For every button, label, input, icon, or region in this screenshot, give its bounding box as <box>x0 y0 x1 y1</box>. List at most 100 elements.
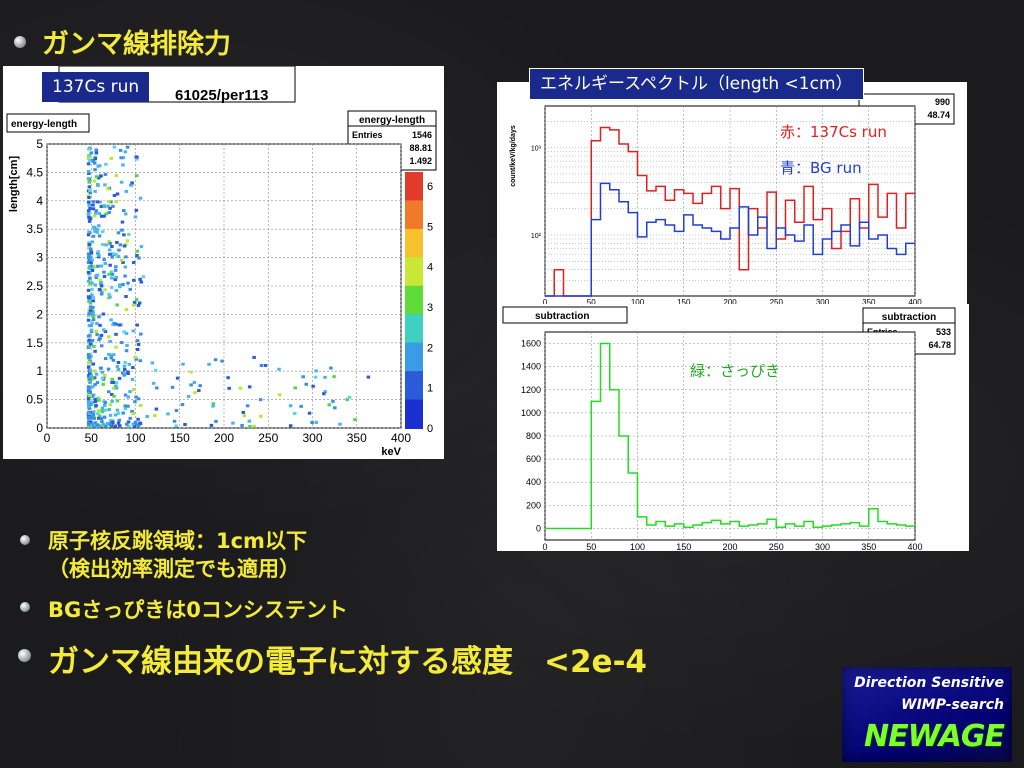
bullet-3: ガンマ線由来の電子に対する感度 <2e-4 <box>48 644 648 680</box>
heat-stats-value: 1.492 <box>409 156 432 166</box>
bullet-2: BGさっぴきは0コンシステント <box>48 598 348 622</box>
sub-ytick: 0 <box>536 523 541 533</box>
logo-line3: NEWAGE <box>864 719 1005 754</box>
bullet-1: 原子核反跳領域：1cm以下 （検出効率測定でも適用） <box>48 527 307 583</box>
sub-ytick: 1600 <box>521 339 541 349</box>
heat-ytick: 2.5 <box>26 279 43 293</box>
spec-series-1 <box>545 182 915 297</box>
subtraction-chart: subtraction subtractionEntries533Mean64.… <box>502 306 956 552</box>
run-id-label: 61025/per113 <box>175 87 268 104</box>
sub-ytick: 600 <box>526 454 541 464</box>
colorbar-tick: 0 <box>427 423 433 435</box>
spec-xtick: 400 <box>908 298 922 304</box>
hist-title: energy-length <box>11 119 77 130</box>
spec-xtick: 200 <box>723 298 737 304</box>
spec-xtick: 300 <box>816 298 830 304</box>
bullet-1-line2: （検出効率測定でも適用） <box>48 557 300 581</box>
sub-ytick: 400 <box>526 477 541 487</box>
energy-length-heatmap: 61025/per113 energy-length energy-length… <box>6 65 437 458</box>
energy-spectrum-chart: 990Mean48.74 05010015020025030035040010²… <box>510 93 955 307</box>
spec-ytick: 10² <box>531 233 542 240</box>
heat-xtick: 100 <box>125 431 145 445</box>
run-tag: 137Cs run <box>42 72 150 102</box>
heat-ytick: 1 <box>36 364 43 378</box>
sub-xtick: 300 <box>815 542 830 551</box>
heat-ylabel: length[cm] <box>8 156 20 213</box>
sub-xtick: 250 <box>769 542 784 551</box>
heat-ytick: 5 <box>36 137 43 151</box>
spec-xtick: 250 <box>770 298 784 304</box>
colorbar-tick: 3 <box>427 302 433 314</box>
sub-xtick: 50 <box>586 542 596 551</box>
heat-xtick: 250 <box>258 431 278 445</box>
legend-red: 赤：137Cs run <box>780 123 887 141</box>
heat-stats-value: 88.81 <box>409 143 432 153</box>
colorbar-tick: 6 <box>427 181 433 193</box>
heat-ytick: 2 <box>36 307 43 321</box>
colorbar-tick: 4 <box>427 262 433 274</box>
bullet-1-icon <box>20 535 30 545</box>
bullet-3-icon <box>18 649 31 662</box>
heat-xtick: 350 <box>347 431 367 445</box>
heat-ytick: 1.5 <box>26 336 43 350</box>
heat-ytick: 3 <box>36 251 43 265</box>
sub-xtick: 150 <box>676 542 691 551</box>
heat-ytick: 3.5 <box>26 222 43 236</box>
sub-ytick: 1400 <box>521 362 541 372</box>
colorbar-tick: 1 <box>427 383 433 395</box>
sub-ytick: 200 <box>526 500 541 510</box>
sub-xtick: 0 <box>542 542 547 551</box>
heat-stats-key: Entries <box>352 130 383 140</box>
spec-stats-value: 48.74 <box>927 110 950 120</box>
heat-xtick: 200 <box>214 431 234 445</box>
heat-ytick: 4 <box>36 194 43 208</box>
heat-stats-value: 1546 <box>412 130 432 140</box>
spectrum-tag: エネルギースペクトル（length <1cm） <box>529 68 864 100</box>
slide-title: ガンマ線排除力 <box>42 29 231 60</box>
sub-stats-value: 64.78 <box>928 340 951 350</box>
heat-xlabel: keV <box>381 446 401 458</box>
colorbar-tick: 2 <box>427 342 433 354</box>
logo-line2: WIMP-search <box>901 697 1004 713</box>
spec-ylabel: count/keV/kg/days <box>510 125 517 187</box>
energy-spectrum-panel: 990Mean48.74 05010015020025030035040010²… <box>497 82 967 307</box>
subtraction-panel: subtraction subtractionEntries533Mean64.… <box>497 304 969 552</box>
legend-green: 緑：さっぴき <box>690 362 781 380</box>
heat-xtick: 300 <box>302 431 322 445</box>
spec-series-0 <box>545 126 915 297</box>
newage-logo: Direction Sensitive WIMP-search NEWAGE <box>842 667 1012 762</box>
sub-xtick: 200 <box>722 542 737 551</box>
bullet-2-icon <box>20 602 30 612</box>
sub-stats-title: subtraction <box>882 312 936 323</box>
spec-xtick: 50 <box>587 298 596 304</box>
title-bullet-icon <box>14 36 26 48</box>
colorbar-tick: 5 <box>427 221 433 233</box>
heat-ytick: 0 <box>36 421 43 435</box>
spec-xtick: 350 <box>862 298 876 304</box>
spec-xtick: 100 <box>631 298 645 304</box>
heat-stats-title: energy-length <box>359 115 425 126</box>
spec-ytick: 10³ <box>531 146 542 153</box>
subtraction-title: subtraction <box>535 311 589 322</box>
sub-ytick: 800 <box>526 431 541 441</box>
energy-length-panel: 61025/per113 energy-length energy-length… <box>3 65 444 459</box>
heat-ytick: 4.5 <box>26 165 43 179</box>
legend-blue: 青：BG run <box>780 159 862 177</box>
heat-xtick: 400 <box>391 431 411 445</box>
sub-series-0 <box>545 342 915 530</box>
sub-stats-value: 533 <box>936 327 951 337</box>
sub-xtick: 400 <box>907 542 922 551</box>
bullet-1-line1: 原子核反跳領域：1cm以下 <box>48 529 307 553</box>
logo-line1: Direction Sensitive <box>854 675 1004 691</box>
sub-ytick: 1000 <box>521 408 541 418</box>
heat-xtick: 150 <box>170 431 190 445</box>
sub-xtick: 100 <box>630 542 645 551</box>
spec-xtick: 0 <box>543 298 548 304</box>
spec-stats-value: 990 <box>935 97 950 107</box>
heat-ytick: 0.5 <box>26 393 43 407</box>
spec-xtick: 150 <box>677 298 691 304</box>
heat-xtick: 0 <box>44 431 51 445</box>
sub-xtick: 350 <box>861 542 876 551</box>
sub-ytick: 1200 <box>521 385 541 395</box>
heat-xtick: 50 <box>85 431 99 445</box>
